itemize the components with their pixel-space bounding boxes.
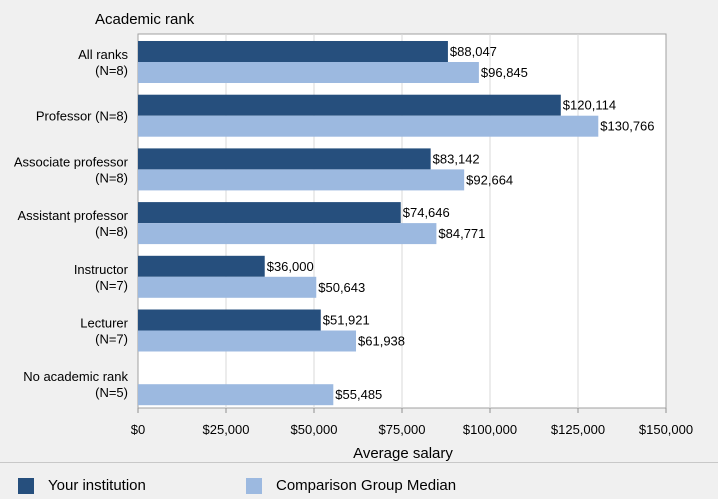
data-label: $96,845 [481, 65, 528, 80]
x-tick-label: $125,000 [551, 422, 605, 437]
bar-chart: Academic rank $0 $25,000 $50,000 $75,000 $100… [14, 11, 693, 462]
category-label: Professor (N=8) [36, 109, 128, 124]
category-label: (N=5) [95, 385, 128, 400]
data-label: $36,000 [267, 259, 314, 274]
bar [138, 148, 431, 170]
category-label: All ranks [78, 47, 128, 62]
bar [138, 202, 401, 224]
x-tick-label: $0 [131, 422, 145, 437]
legend-item-institution: Your institution [18, 477, 146, 494]
data-label: $130,766 [600, 119, 654, 134]
x-tick-label: $75,000 [379, 422, 426, 437]
data-label: $120,114 [563, 98, 616, 113]
category-label: No academic rank [23, 369, 128, 384]
category-label: Associate professor [14, 154, 129, 169]
category-label: (N=7) [95, 278, 128, 293]
chart-legend: Your institution Comparison Group Median [0, 462, 718, 499]
legend-label-institution: Your institution [48, 477, 146, 494]
x-tick-label: $150,000 [639, 422, 693, 437]
data-label: $83,142 [433, 151, 480, 166]
bar [138, 115, 599, 137]
data-label: $51,921 [323, 313, 370, 328]
data-label: $84,771 [438, 226, 485, 241]
data-label: $61,938 [358, 334, 405, 349]
legend-swatch-institution [18, 477, 34, 494]
data-label: $92,664 [466, 172, 513, 187]
bar [138, 255, 265, 277]
bar [138, 330, 357, 352]
data-label: $88,047 [450, 44, 497, 59]
category-label: (N=8) [95, 170, 128, 185]
legend-item-comparison: Comparison Group Median [246, 477, 456, 494]
bar [138, 276, 317, 298]
x-tick-label: $100,000 [463, 422, 517, 437]
bar [138, 384, 334, 406]
category-label: Lecturer [80, 316, 128, 331]
bar [138, 223, 437, 245]
legend-label-comparison: Comparison Group Median [276, 477, 457, 494]
x-tick-label: $50,000 [291, 422, 338, 437]
category-label: (N=7) [95, 332, 128, 347]
category-label: Instructor [74, 262, 129, 277]
bar [138, 169, 465, 191]
data-label: $74,646 [403, 205, 450, 220]
category-label: Assistant professor [17, 208, 128, 223]
category-label: (N=8) [95, 63, 128, 78]
bar [138, 62, 479, 83]
legend-swatch-comparison [246, 477, 262, 494]
category-label: (N=8) [95, 224, 128, 239]
bar [138, 41, 448, 62]
x-axis-label: Average salary [353, 445, 453, 462]
data-label: $55,485 [335, 387, 382, 402]
x-tick-label: $25,000 [203, 422, 250, 437]
chart-title: Academic rank [95, 11, 195, 28]
bar [138, 309, 321, 331]
bar [138, 94, 561, 116]
data-label: $50,643 [318, 280, 365, 295]
